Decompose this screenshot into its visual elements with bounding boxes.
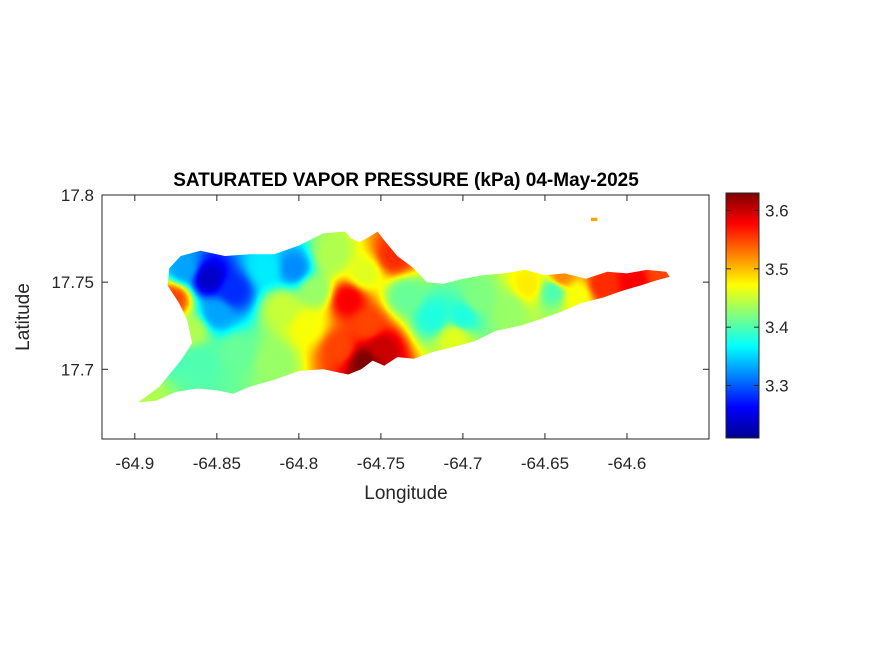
colorbar: 3.3 3.4 3.5 3.6 [725,192,789,439]
plot-frame [101,194,710,440]
x-tick-label: -64.85 [193,454,241,473]
islet [590,217,598,222]
colorbar-gradient [725,192,760,439]
y-axis: 17.7 17.75 17.8 [51,186,709,379]
x-tick-label: -64.7 [444,454,483,473]
y-tick-label: 17.7 [61,360,94,379]
colorbar-tick-label: 3.5 [765,260,789,279]
y-axis-label: Latitude [13,283,34,351]
chart-title: SATURATED VAPOR PRESSURE (kPa) 04-May-20… [173,170,639,191]
x-tick-label: -64.6 [608,454,647,473]
plot-area: -64.9 -64.85 -64.8 -64.75 -64.7 -64.65 -64.6 1… [51,186,710,473]
y-tick-label: 17.8 [61,186,94,205]
x-tick-label: -64.65 [521,454,569,473]
x-axis-label: Longitude [364,483,447,504]
x-tick-label: -64.8 [279,454,318,473]
colorbar-ticks: 3.3 3.4 3.5 3.6 [726,202,789,396]
x-tick-label: -64.9 [115,454,154,473]
y-tick-label: 17.75 [51,273,94,292]
colorbar-tick-label: 3.4 [765,318,789,337]
colorbar-tick-label: 3.6 [765,202,789,221]
x-axis: -64.9 -64.85 -64.8 -64.75 -64.7 -64.65 -64.6 [115,195,646,473]
x-tick-label: -64.75 [357,454,405,473]
colorbar-tick-label: 3.3 [765,377,789,396]
